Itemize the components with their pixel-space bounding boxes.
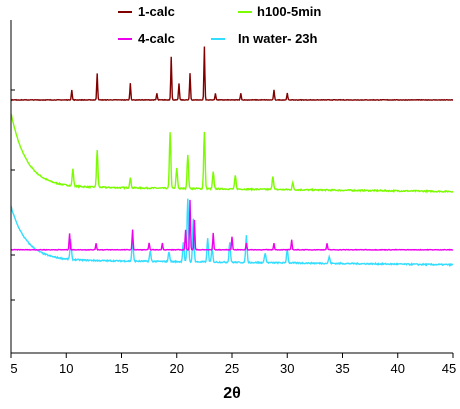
series-line-4-calc (10, 199, 454, 251)
x-tick-label: 30 (280, 361, 294, 376)
x-tick-label: 20 (170, 361, 184, 376)
x-tick-label: 40 (391, 361, 405, 376)
series-line-h100-5min (10, 113, 454, 194)
series-line-in-water-23h (10, 198, 454, 268)
series-layer (10, 46, 454, 268)
x-tick-label: 25 (225, 361, 239, 376)
x-tick-group: 5 10 15 20 25 30 35 40 45 (10, 353, 456, 376)
series-line-1-calc (10, 46, 453, 102)
legend: 1-calc h100-5min 4-calc In water- 23h (118, 4, 321, 46)
x-tick-label: 45 (442, 361, 456, 376)
legend-label-in-water-23h: In water- 23h (238, 31, 318, 46)
x-tick-label: 5 (10, 361, 17, 376)
legend-label-1-calc: 1-calc (138, 4, 175, 19)
x-tick-label: 35 (335, 361, 349, 376)
x-tick-label: 10 (59, 361, 73, 376)
x-axis-title: 2θ (223, 385, 241, 402)
x-tick-label: 15 (114, 361, 128, 376)
legend-label-4-calc: 4-calc (138, 31, 175, 46)
legend-label-h100-5min: h100-5min (257, 4, 321, 19)
